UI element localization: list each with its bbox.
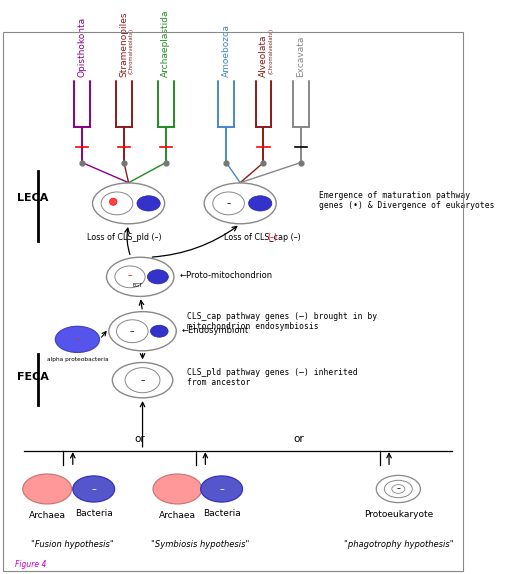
- Ellipse shape: [117, 320, 148, 343]
- Text: –: –: [227, 199, 231, 208]
- Ellipse shape: [249, 196, 272, 211]
- Ellipse shape: [213, 192, 245, 215]
- Ellipse shape: [106, 257, 174, 296]
- Text: Bacteria: Bacteria: [75, 509, 112, 518]
- Text: or: or: [135, 435, 146, 444]
- Text: Protoeukaryote: Protoeukaryote: [364, 510, 433, 519]
- Text: "Symbiosis hypothesis": "Symbiosis hypothesis": [152, 540, 250, 549]
- Text: Bacteria: Bacteria: [203, 509, 240, 518]
- Text: Alveolata: Alveolata: [259, 34, 268, 77]
- Ellipse shape: [101, 192, 133, 215]
- Text: Loss of CLS_pld (–): Loss of CLS_pld (–): [87, 233, 162, 242]
- Text: ←Endosymbiont: ←Endosymbiont: [182, 325, 249, 335]
- Text: CLS_pld pathway genes (–) inherited
from ancestor: CLS_pld pathway genes (–) inherited from…: [187, 368, 358, 387]
- Ellipse shape: [23, 474, 72, 504]
- Text: Loss of CLS_cap (–): Loss of CLS_cap (–): [224, 233, 301, 242]
- Text: EGT: EGT: [132, 283, 142, 288]
- Text: Opisthokonta: Opisthokonta: [77, 17, 87, 77]
- Text: –: –: [219, 484, 224, 494]
- Text: Stramenopiles: Stramenopiles: [119, 11, 128, 77]
- Ellipse shape: [204, 183, 276, 224]
- Text: "phagotrophy hypothesis": "phagotrophy hypothesis": [344, 540, 453, 549]
- Text: –: –: [75, 335, 80, 344]
- Text: Archaea: Archaea: [29, 511, 66, 519]
- Ellipse shape: [115, 266, 145, 288]
- Ellipse shape: [137, 196, 160, 211]
- Ellipse shape: [73, 476, 115, 502]
- Text: Excavata: Excavata: [296, 36, 305, 77]
- Text: –: –: [396, 484, 400, 494]
- Text: "Fusion hypothesis": "Fusion hypothesis": [31, 540, 114, 549]
- Text: LECA: LECA: [17, 193, 49, 203]
- Text: alpha proteobacteria: alpha proteobacteria: [46, 358, 108, 362]
- Text: FECA: FECA: [17, 373, 49, 382]
- Ellipse shape: [109, 198, 117, 205]
- Ellipse shape: [112, 363, 173, 398]
- Text: Amoebozoa: Amoebozoa: [222, 24, 231, 77]
- Ellipse shape: [392, 484, 405, 493]
- Text: Archaea: Archaea: [159, 511, 196, 519]
- Ellipse shape: [153, 474, 202, 504]
- Ellipse shape: [384, 480, 412, 498]
- Text: (Chromalveolata): (Chromalveolata): [268, 28, 273, 75]
- Ellipse shape: [125, 368, 160, 393]
- Ellipse shape: [201, 476, 243, 502]
- Text: Figure 4: Figure 4: [14, 560, 46, 569]
- Text: –: –: [130, 327, 135, 336]
- Text: (–): (–): [267, 233, 277, 242]
- Text: –: –: [128, 271, 132, 280]
- Ellipse shape: [92, 183, 165, 224]
- Ellipse shape: [151, 325, 168, 337]
- Text: ←Proto-mitochondrion: ←Proto-mitochondrion: [180, 272, 273, 280]
- Text: CLS_cap pathway genes (–) brought in by
mitochondrion endosymbiosis: CLS_cap pathway genes (–) brought in by …: [187, 312, 377, 331]
- Ellipse shape: [109, 312, 176, 351]
- Text: Emergence of maturation pathway
genes (•) & Divergence of eukaryotes: Emergence of maturation pathway genes (•…: [319, 191, 495, 210]
- Ellipse shape: [55, 327, 100, 352]
- Text: Archaeplastida: Archaeplastida: [162, 10, 170, 77]
- Text: (Chromalveolata): (Chromalveolata): [128, 28, 134, 75]
- Text: –: –: [140, 376, 145, 385]
- Ellipse shape: [148, 270, 168, 284]
- Ellipse shape: [376, 475, 421, 503]
- Text: –: –: [91, 484, 96, 494]
- Text: or: or: [293, 435, 304, 444]
